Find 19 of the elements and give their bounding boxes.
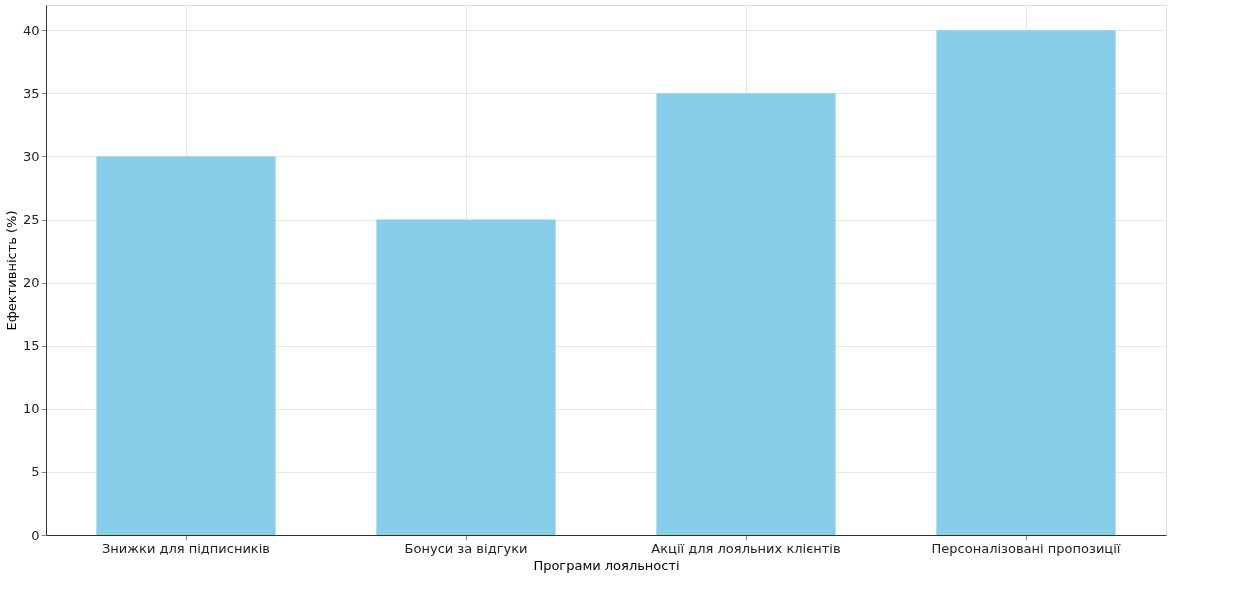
x-axis-title: Програми лояльності <box>533 557 680 573</box>
x-tick-label: Персоналізовані пропозиції <box>931 540 1121 556</box>
y-axis-title: Ефективність (%) <box>3 210 19 331</box>
y-tick-label: 30 <box>22 148 40 164</box>
bar <box>376 219 556 535</box>
x-tick-label: Бонуси за відгуки <box>404 540 528 556</box>
y-tick-label: 5 <box>31 464 40 480</box>
y-tick-label: 15 <box>22 338 40 354</box>
bar <box>656 93 836 535</box>
y-tick-label: 35 <box>22 85 40 101</box>
y-tick-label: 20 <box>22 275 40 291</box>
y-tick-label: 25 <box>22 212 40 228</box>
bar <box>96 156 276 535</box>
y-tick-label: 40 <box>22 22 40 38</box>
y-tick-label: 10 <box>22 401 40 417</box>
bar <box>936 30 1116 535</box>
y-tick-label: 0 <box>31 527 40 543</box>
x-tick-label: Знижки для підписників <box>102 540 270 556</box>
x-tick-label: Акції для лояльних клієнтів <box>651 540 841 556</box>
